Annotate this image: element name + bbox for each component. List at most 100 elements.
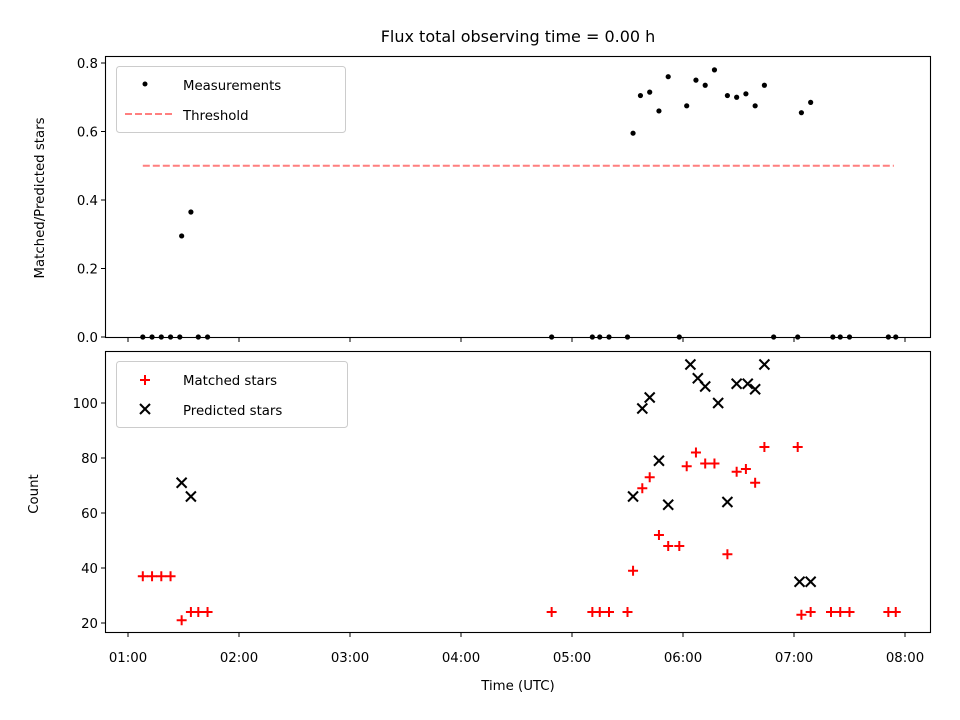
predicted-star-stroke xyxy=(749,383,761,395)
matched-star-point xyxy=(176,615,187,626)
predicted-star-stroke xyxy=(627,490,639,503)
matched-star-point xyxy=(644,472,655,483)
matched-star-point xyxy=(890,607,901,617)
matched-star-point xyxy=(844,607,855,617)
top-y-tick-label: 0.0 xyxy=(77,331,98,346)
legend-matched-label: Matched stars xyxy=(183,374,277,389)
matched-star-point xyxy=(681,461,692,472)
x-tick-label: 03:00 xyxy=(331,651,369,666)
bottom-y-tick-label: 100 xyxy=(73,397,98,412)
x-tick-label: 01:00 xyxy=(109,651,147,666)
legend-matched-marker xyxy=(140,375,150,385)
top-y-tick-label: 0.2 xyxy=(77,263,98,278)
predicted-star-point xyxy=(712,397,724,409)
matched-star-point xyxy=(759,442,770,452)
matched-star-point xyxy=(700,458,711,469)
top-legend: Measurements Threshold xyxy=(116,66,346,133)
matched-star-point xyxy=(722,549,733,560)
bottom-y-tick-label: 40 xyxy=(81,562,98,577)
top-y-axis-label: Matched/Predicted stars xyxy=(33,117,48,278)
predicted-star-point xyxy=(662,499,674,511)
predicted-star-stroke xyxy=(742,378,754,390)
predicted-star-point xyxy=(627,490,639,503)
predicted-star-stroke xyxy=(653,455,665,467)
bottom-y-tick-label: 60 xyxy=(81,507,98,522)
predicted-star-stroke xyxy=(692,372,704,384)
measurement-point xyxy=(798,110,805,116)
chart-title: Flux total observing time = 0.00 h xyxy=(381,27,656,46)
legend-measurements-label: Measurements xyxy=(183,79,281,94)
measurement-point xyxy=(684,103,690,109)
matched-star-point xyxy=(731,466,742,477)
predicted-star-stroke xyxy=(699,380,711,393)
top-legend-box xyxy=(116,66,346,133)
measurement-point xyxy=(630,130,636,136)
bottom-y-tick-label: 80 xyxy=(81,452,98,467)
top-y-tick-label: 0.8 xyxy=(77,57,98,72)
predicted-star-stroke xyxy=(684,358,697,371)
predicted-star-point xyxy=(721,496,734,508)
top-y-tick-label: 0.4 xyxy=(77,194,98,209)
top-panel: Flux total observing time = 0.00 h Match… xyxy=(33,27,932,346)
legend-predicted-label: Predicted stars xyxy=(183,404,282,419)
measurement-point xyxy=(665,74,671,80)
matched-star-point xyxy=(594,607,605,617)
top-axes-frame xyxy=(104,55,932,339)
measurement-point xyxy=(637,92,644,99)
matched-star-point xyxy=(202,607,213,617)
matched-star-point xyxy=(663,541,674,551)
bottom-panel: Count Time (UTC) 20 40 60 80 100 01:00 02:00 03… xyxy=(27,350,932,694)
bottom-data-layer xyxy=(137,358,901,626)
predicted-star-point xyxy=(758,358,771,371)
matched-star-point xyxy=(628,565,639,576)
top-tick-layer: 0.0 0.2 0.4 0.6 0.8 xyxy=(77,57,906,346)
predicted-star-point xyxy=(185,490,197,503)
matched-star-point xyxy=(740,464,751,474)
x-tick-label: 07:00 xyxy=(775,651,813,666)
legend-threshold-label: Threshold xyxy=(182,109,249,124)
predicted-star-point xyxy=(684,358,697,371)
predicted-star-point xyxy=(804,576,817,588)
measurement-point xyxy=(752,103,758,109)
measurement-point xyxy=(656,108,662,114)
matched-star-point xyxy=(165,571,176,582)
bottom-tick-layer: 20 40 60 80 100 01:00 02:00 03:00 04:00 05:00 06:0… xyxy=(73,397,925,666)
bottom-legend: Matched stars Predicted stars xyxy=(116,361,348,428)
measurement-point xyxy=(724,92,731,99)
predicted-star-point xyxy=(636,402,649,415)
matched-star-point xyxy=(709,458,720,469)
matched-star-point xyxy=(653,530,664,540)
measurement-point xyxy=(761,82,768,88)
matched-star-point xyxy=(546,607,557,617)
predicted-star-point xyxy=(643,391,656,404)
predicted-star-point xyxy=(175,477,188,489)
measurement-point xyxy=(734,94,740,100)
predicted-star-stroke xyxy=(730,378,743,390)
predicted-star-point xyxy=(793,576,806,588)
x-tick-label: 05:00 xyxy=(553,651,591,666)
x-tick-label: 04:00 xyxy=(442,651,480,666)
x-tick-label: 06:00 xyxy=(664,651,702,666)
x-tick-label: 02:00 xyxy=(220,651,258,666)
predicted-star-stroke xyxy=(793,576,806,588)
legend-predicted-marker xyxy=(139,403,151,415)
measurement-point xyxy=(702,82,708,88)
predicted-star-point xyxy=(730,378,743,390)
legend-measurements-marker xyxy=(142,81,148,87)
measurement-point xyxy=(711,67,718,73)
matched-star-point xyxy=(792,442,803,452)
top-data-layer xyxy=(140,67,899,340)
predicted-star-stroke xyxy=(758,358,771,371)
matched-star-point xyxy=(137,571,148,582)
bottom-legend-box xyxy=(116,361,348,428)
measurement-point xyxy=(188,209,194,215)
predicted-star-stroke xyxy=(636,402,649,415)
predicted-star-stroke xyxy=(712,397,724,409)
predicted-star-stroke xyxy=(721,496,734,508)
matched-star-point xyxy=(604,607,614,617)
matched-star-point xyxy=(835,607,846,617)
predicted-star-stroke xyxy=(643,391,656,404)
matched-star-point xyxy=(796,609,807,620)
bottom-y-axis-label: Count xyxy=(27,474,42,514)
